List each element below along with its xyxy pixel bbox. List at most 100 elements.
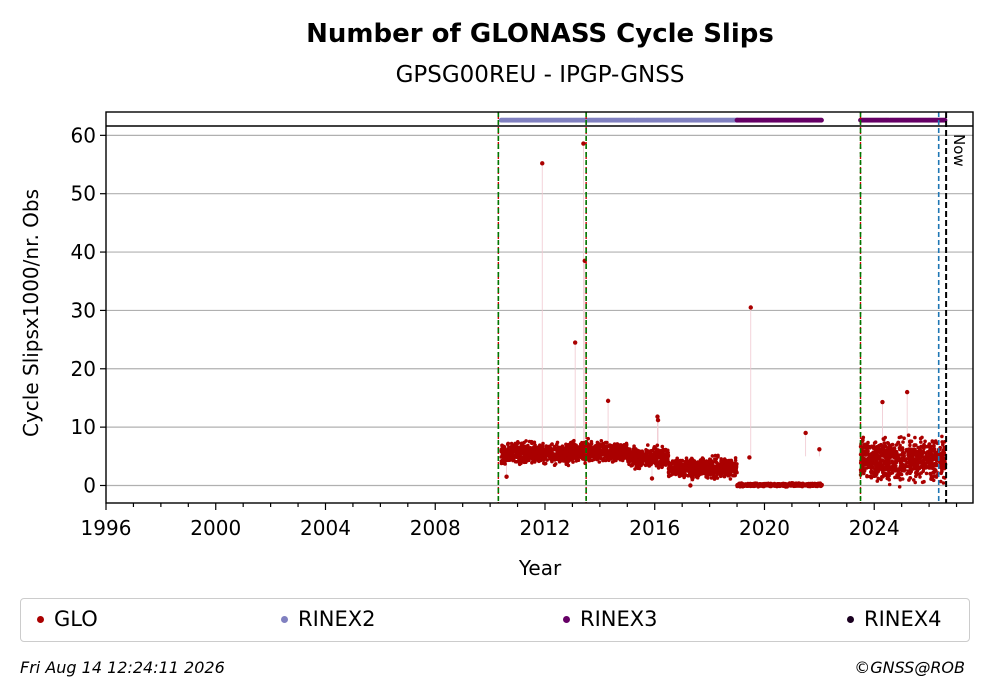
- glo-point: [815, 483, 820, 488]
- glo-point: [679, 473, 683, 477]
- glo-point: [587, 455, 592, 460]
- glo-point: [581, 457, 585, 461]
- x-tick-label: 2024: [849, 516, 900, 540]
- glo-point: [901, 440, 905, 444]
- glo-point: [536, 451, 540, 455]
- glo-point: [878, 454, 882, 459]
- glo-point: [519, 456, 524, 460]
- glo-point: [876, 449, 880, 453]
- glo-point: [560, 447, 564, 451]
- glo-point: [612, 452, 617, 456]
- glo-point: [652, 452, 657, 456]
- glo-point: [887, 446, 891, 450]
- glo-point: [877, 443, 881, 448]
- glo-point: [594, 451, 599, 455]
- glo-point: [644, 458, 649, 463]
- glo-point: [940, 452, 944, 456]
- glo-point: [904, 464, 908, 469]
- glo-point: [544, 444, 549, 448]
- glo-point: [649, 461, 654, 466]
- glo-point: [920, 480, 925, 485]
- glo-point: [881, 437, 886, 441]
- glo-point: [656, 455, 661, 460]
- glo-point: [634, 458, 638, 463]
- glo-point: [648, 453, 653, 458]
- glo-point: [909, 439, 914, 444]
- glo-point: [912, 443, 916, 448]
- glo-point: [656, 448, 660, 452]
- glo-point: [701, 465, 705, 470]
- glo-point: [507, 445, 511, 449]
- glo-point: [520, 449, 525, 454]
- glo-point: [873, 440, 878, 445]
- plot-frame: [105, 111, 974, 504]
- glo-point: [941, 442, 945, 447]
- legend-item-rinex3: RINEX3: [563, 607, 658, 631]
- glo-point: [885, 476, 889, 481]
- glo-point: [918, 475, 922, 479]
- glo-point: [898, 465, 902, 470]
- glo-point: [698, 461, 703, 466]
- glo-point: [559, 452, 563, 457]
- glo-point: [912, 453, 917, 457]
- glo-point: [602, 444, 607, 449]
- footer-timestamp: Fri Aug 14 12:24:11 2026: [20, 658, 225, 677]
- glo-point: [556, 457, 560, 462]
- legend: GLO RINEX2 RINEX3 RINEX4: [20, 598, 970, 642]
- glo-point: [681, 470, 686, 474]
- x-tick-label: 2004: [300, 516, 351, 540]
- glo-point: [666, 454, 670, 459]
- glo-point: [695, 468, 699, 473]
- legend-item-glo: GLO: [37, 607, 98, 631]
- glo-point: [900, 456, 905, 461]
- glo-point: [574, 456, 578, 461]
- glo-point: [518, 453, 522, 457]
- glo-point: [706, 476, 710, 480]
- glo-point: [602, 458, 607, 463]
- glo-point: [589, 449, 594, 454]
- glo-point: [939, 460, 944, 464]
- x-tick-label: 2008: [410, 516, 461, 540]
- glo-outlier-point: [688, 483, 693, 488]
- glo-point: [898, 476, 902, 481]
- glo-point: [680, 458, 685, 463]
- glo-point: [880, 458, 885, 462]
- glo-point: [898, 443, 902, 448]
- glo-point: [866, 456, 871, 460]
- glo-point: [875, 479, 880, 483]
- glo-point: [726, 473, 731, 478]
- glo-point: [503, 462, 507, 466]
- y-tick-label: 10: [71, 415, 96, 439]
- glo-point: [670, 459, 675, 463]
- glo-point: [888, 451, 893, 455]
- glo-point: [913, 435, 917, 440]
- glo-point: [902, 436, 906, 441]
- glo-point: [920, 451, 925, 455]
- glo-point: [908, 443, 912, 448]
- glo-point: [719, 457, 723, 461]
- glo-point: [641, 451, 645, 455]
- glo-point: [905, 449, 909, 453]
- glo-point: [659, 463, 663, 467]
- glo-point: [636, 458, 641, 463]
- glo-point: [897, 485, 902, 489]
- glo-point: [655, 443, 660, 448]
- glo-point: [903, 458, 907, 462]
- glo-point: [758, 483, 763, 488]
- glo-point: [541, 452, 546, 456]
- glo-point: [714, 457, 718, 461]
- glo-point: [712, 464, 717, 469]
- glo-point: [699, 458, 703, 463]
- glo-point: [791, 482, 796, 487]
- glo-point: [887, 482, 892, 487]
- glo-point: [580, 448, 585, 453]
- glo-point: [709, 472, 713, 477]
- glo-point: [919, 440, 923, 444]
- glo-point: [713, 468, 717, 472]
- glo-point: [929, 477, 933, 481]
- glo-point: [908, 471, 912, 476]
- glo-point: [811, 483, 815, 487]
- legend-label-rinex3: RINEX3: [580, 607, 658, 631]
- glo-point: [500, 444, 505, 449]
- glo-point: [872, 445, 876, 449]
